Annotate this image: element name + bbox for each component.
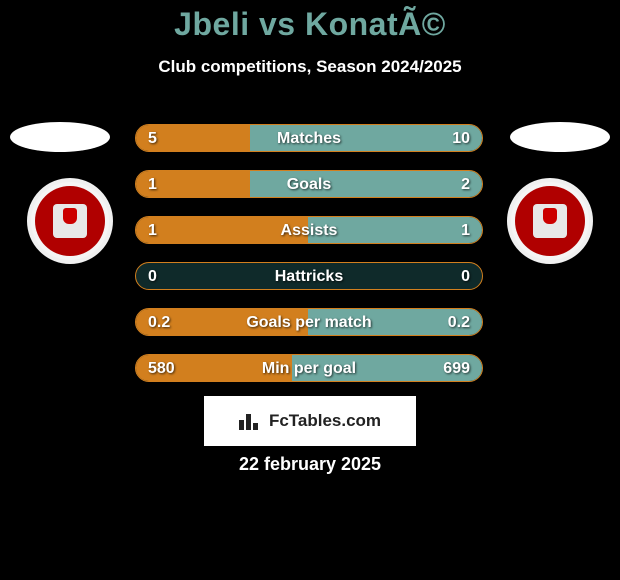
- stat-label: Goals per match: [136, 309, 482, 336]
- stat-value-right: 2: [461, 171, 470, 198]
- stat-value-right: 1: [461, 217, 470, 244]
- stat-row: 0.2Goals per match0.2: [135, 308, 483, 336]
- stat-value-right: 0: [461, 263, 470, 290]
- stat-value-right: 699: [443, 355, 470, 382]
- club-badge-left-inner: [35, 186, 105, 256]
- fctables-icon: [239, 412, 263, 430]
- player-left-silhouette: [10, 122, 110, 152]
- club-badge-right-center: [533, 204, 567, 238]
- stat-row: 1Goals2: [135, 170, 483, 198]
- club-badge-left: [27, 178, 113, 264]
- comparison-infographic: Jbeli vs KonatÃ© Club competitions, Seas…: [0, 0, 620, 580]
- stat-label: Min per goal: [136, 355, 482, 382]
- club-badge-right: [507, 178, 593, 264]
- stat-row: 1Assists1: [135, 216, 483, 244]
- stat-row: 0Hattricks0: [135, 262, 483, 290]
- fctables-watermark: FcTables.com: [204, 396, 416, 446]
- club-badge-left-center: [53, 204, 87, 238]
- stat-label: Assists: [136, 217, 482, 244]
- club-badge-right-inner: [515, 186, 585, 256]
- player-right-silhouette: [510, 122, 610, 152]
- subtitle: Club competitions, Season 2024/2025: [0, 57, 620, 77]
- stat-label: Matches: [136, 125, 482, 152]
- stat-row: 580Min per goal699: [135, 354, 483, 382]
- stat-value-right: 10: [452, 125, 470, 152]
- stat-rows: 5Matches101Goals21Assists10Hattricks00.2…: [135, 124, 483, 400]
- stat-row: 5Matches10: [135, 124, 483, 152]
- stat-value-right: 0.2: [448, 309, 470, 336]
- stat-label: Hattricks: [136, 263, 482, 290]
- page-title: Jbeli vs KonatÃ©: [0, 0, 620, 43]
- fctables-label: FcTables.com: [269, 411, 381, 431]
- date-label: 22 february 2025: [0, 454, 620, 475]
- stat-label: Goals: [136, 171, 482, 198]
